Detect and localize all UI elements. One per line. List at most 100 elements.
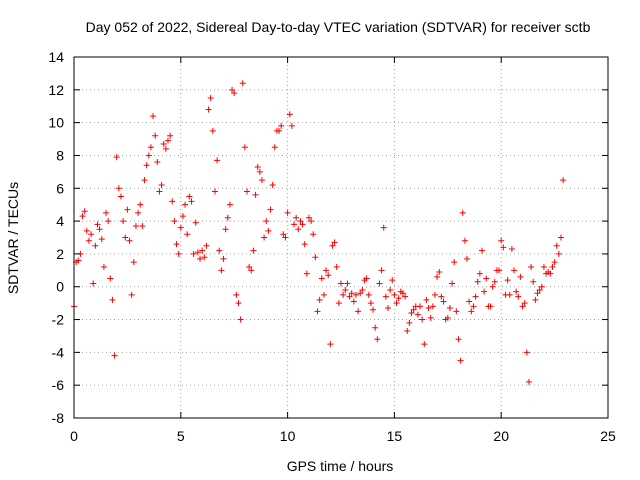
data-point (372, 324, 379, 331)
tick-marks (73, 56, 609, 419)
data-point (402, 293, 409, 300)
data-point (197, 255, 204, 262)
data-point (380, 224, 387, 231)
data-point (100, 264, 107, 271)
data-point (205, 106, 212, 113)
data-point (318, 275, 325, 282)
data-point (250, 247, 257, 254)
data-point (96, 226, 103, 233)
data-point (376, 280, 383, 287)
data-point (199, 247, 206, 254)
data-point (525, 378, 532, 385)
x-tick-label: 0 (70, 428, 78, 444)
data-point (192, 219, 199, 226)
y-tick-labels: -8 -6 -4 -2 0 2 4 6 8 10 12 14 (48, 49, 64, 426)
data-point (551, 259, 558, 266)
data-point (229, 86, 236, 93)
data-point (214, 157, 221, 164)
data-point (220, 255, 227, 262)
data-point (434, 273, 441, 280)
data-point (141, 177, 148, 184)
data-point (143, 162, 150, 169)
data-point (436, 268, 443, 275)
data-point (184, 231, 191, 238)
data-point (113, 154, 120, 161)
data-point (370, 306, 377, 313)
data-point (222, 226, 229, 233)
data-point (85, 237, 92, 244)
y-axis-label: SDTVAR / TECUs (5, 182, 21, 294)
data-point (404, 328, 411, 335)
data-point (241, 144, 248, 151)
data-point (455, 336, 462, 343)
data-point (261, 234, 268, 241)
data-point (483, 275, 490, 282)
data-point (521, 300, 528, 307)
data-point (246, 264, 253, 271)
data-point (538, 283, 545, 290)
data-point (130, 259, 137, 266)
data-point (239, 80, 246, 87)
data-point (504, 277, 511, 284)
data-point (316, 296, 323, 303)
data-point (476, 270, 483, 277)
data-point (384, 305, 391, 312)
data-point (327, 341, 334, 348)
data-point (389, 277, 396, 284)
data-point (276, 127, 283, 134)
data-point (320, 291, 327, 298)
data-point (560, 177, 567, 184)
y-tick-label: 8 (56, 147, 64, 163)
x-tick-label: 10 (280, 428, 296, 444)
data-point (387, 287, 394, 294)
data-point (90, 280, 97, 287)
data-point (301, 241, 308, 248)
data-point (553, 242, 560, 249)
y-tick-label: 10 (48, 115, 64, 131)
data-point (419, 316, 426, 323)
data-point (147, 144, 154, 151)
y-tick-label: 12 (48, 82, 64, 98)
data-point (81, 208, 88, 215)
data-point (414, 311, 421, 318)
x-axis-label: GPS time / hours (287, 458, 394, 474)
data-point (182, 201, 189, 208)
data-point (444, 314, 451, 321)
data-point (278, 122, 285, 129)
data-point (558, 234, 565, 241)
data-point (293, 214, 300, 221)
data-point (179, 213, 186, 220)
data-point (474, 278, 481, 285)
data-point (489, 283, 496, 290)
data-point (308, 218, 315, 225)
data-point (297, 218, 304, 225)
data-point (515, 293, 522, 300)
data-point (207, 95, 214, 102)
data-point (449, 280, 456, 287)
data-point (540, 264, 547, 271)
data-point (79, 213, 86, 220)
data-point (350, 298, 357, 305)
data-point (105, 218, 112, 225)
data-point (209, 127, 216, 134)
data-point (162, 145, 169, 152)
data-point (365, 291, 372, 298)
data-point (429, 303, 436, 310)
data-point (299, 221, 306, 228)
data-point (555, 250, 562, 257)
data-point (348, 290, 355, 297)
data-point (98, 236, 105, 243)
data-point (523, 349, 530, 356)
data-point (340, 291, 347, 298)
data-point (83, 227, 90, 234)
y-tick-label: -6 (52, 377, 65, 393)
data-point (534, 290, 541, 297)
data-point (457, 357, 464, 364)
data-point (282, 234, 289, 241)
data-point (410, 306, 417, 313)
data-point (513, 288, 520, 295)
data-point (186, 193, 193, 200)
data-point (344, 280, 351, 287)
data-point (132, 223, 139, 230)
